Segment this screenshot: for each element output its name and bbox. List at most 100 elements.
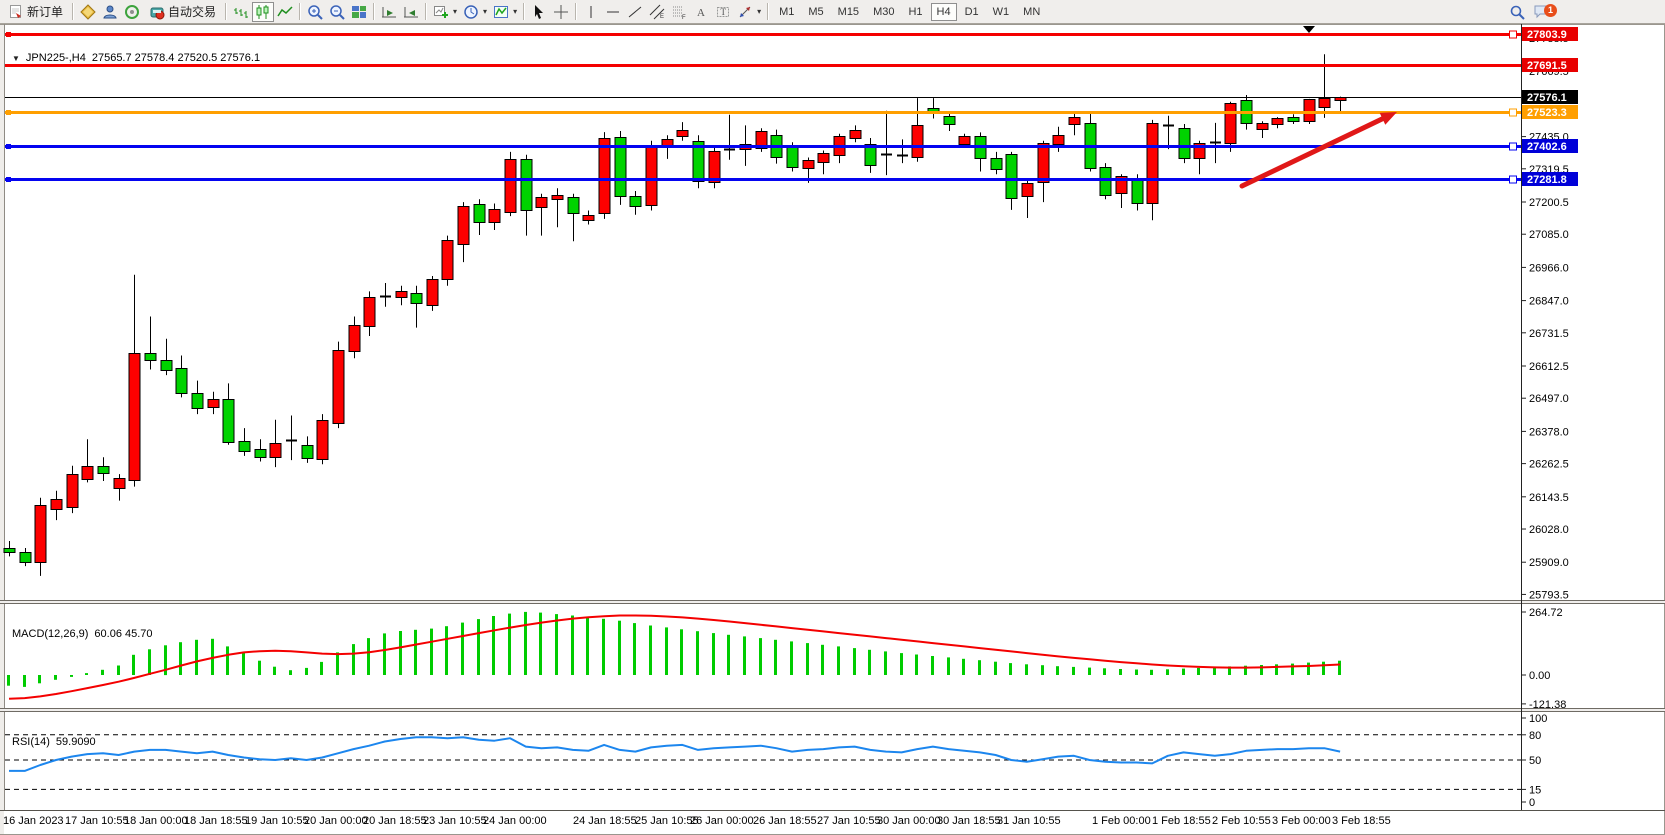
search-icon[interactable] [1509, 4, 1525, 20]
timeframe-h1[interactable]: H1 [902, 3, 928, 21]
zoom-out-button[interactable] [326, 2, 348, 22]
bar-chart-mode-button[interactable] [230, 2, 252, 22]
horizontal-line-tool[interactable] [602, 2, 624, 22]
equidistant-channel-tool[interactable]: E [646, 2, 668, 22]
rsi-name: RSI(14) [12, 736, 50, 748]
price-chart-canvas[interactable]: 27788.527669.527435.027319.527200.527085… [0, 24, 1665, 835]
candle-body [66, 474, 79, 508]
macd-bar [884, 651, 887, 675]
market-watch-button[interactable] [77, 2, 99, 22]
price-badge [1522, 105, 1578, 119]
dropdown-icon[interactable]: ▾ [453, 7, 458, 16]
line-handle-left[interactable] [6, 177, 11, 182]
macd-bar [539, 612, 542, 675]
one-click-trading-icon[interactable]: ▼ [12, 54, 20, 63]
auto-trading-label: 自动交易 [168, 5, 217, 19]
chart-shift-marker[interactable] [1303, 26, 1315, 33]
candle-body [191, 393, 204, 409]
auto-trading-button[interactable]: 自动交易 [143, 2, 222, 22]
macd-bar [1182, 668, 1185, 675]
timeframe-m30[interactable]: M30 [867, 3, 900, 21]
vertical-line-tool[interactable] [580, 2, 602, 22]
tile-windows-icon [352, 5, 367, 18]
signal-button[interactable] [121, 2, 143, 22]
macd-bar [649, 625, 652, 675]
new-chart-button[interactable]: ▾ [430, 2, 460, 22]
price-badge-label: 27523.3 [1527, 107, 1567, 119]
time-axis-label: 25 Jan 10:55 [635, 815, 699, 827]
dropdown-icon[interactable]: ▾ [513, 7, 518, 16]
macd-bar [759, 638, 762, 675]
macd-bar [618, 620, 621, 675]
candle-body [755, 131, 768, 149]
zoom-out-icon [330, 4, 345, 20]
trader-community-button[interactable] [99, 2, 121, 22]
separator [225, 3, 228, 20]
macd-bar [1166, 669, 1169, 675]
macd-bar [148, 649, 151, 675]
price-badge [1522, 58, 1578, 72]
chart-shift-button[interactable] [400, 2, 422, 22]
candle-body [269, 443, 282, 458]
macd-bar [665, 627, 668, 675]
timeframe-d1[interactable]: D1 [959, 3, 985, 21]
price-badge [1522, 172, 1578, 186]
time-axis-label: 19 Jan 10:55 [245, 815, 309, 827]
panel-splitter[interactable] [0, 600, 1665, 604]
new-order-button[interactable]: 新订单 [2, 2, 69, 22]
trendline-tool[interactable] [624, 2, 646, 22]
line-handle-left[interactable] [6, 144, 11, 149]
price-tick-label: 26612.5 [1529, 361, 1569, 373]
timeframe-m15[interactable]: M15 [832, 3, 865, 21]
candlestick-mode-button[interactable] [252, 1, 275, 22]
price-tick-label: 27200.5 [1529, 197, 1569, 209]
macd-bar [211, 638, 214, 675]
text-label-tool[interactable]: T [712, 2, 734, 22]
dropdown-icon[interactable]: ▾ [757, 7, 762, 16]
crosshair-button[interactable] [550, 2, 572, 22]
macd-bar [70, 675, 73, 677]
line-handle-right[interactable] [1509, 30, 1517, 39]
zoom-in-button[interactable] [304, 2, 326, 22]
vertical-line-icon [590, 5, 592, 18]
macd-bar [508, 613, 511, 675]
line-chart-mode-button[interactable] [274, 2, 296, 22]
macd-bar [696, 631, 699, 675]
trend-arrow-annotation[interactable] [1239, 116, 1385, 189]
cursor-button[interactable] [528, 2, 550, 22]
rsi-indicator-label: RSI(14) 59.9090 [12, 736, 102, 748]
notifications-button[interactable]: 1 [1533, 3, 1557, 21]
candle-body [614, 137, 627, 197]
tile-windows-button[interactable] [348, 2, 370, 22]
line-handle-left[interactable] [6, 32, 11, 37]
fibonacci-tool[interactable]: F [668, 2, 690, 22]
periods-button[interactable]: ▾ [460, 2, 490, 22]
ohlc-values: 27565.7 27578.4 27520.5 27576.1 [91, 52, 261, 64]
indicators-button[interactable]: ▾ [490, 2, 520, 22]
macd-bar [555, 614, 558, 675]
arrows-tool[interactable]: ▾ [734, 2, 764, 22]
timeframe-h4[interactable]: H4 [930, 2, 957, 21]
separator [523, 3, 526, 20]
line-handle-right[interactable] [1509, 108, 1517, 117]
candle-body [1303, 99, 1316, 122]
line-handle-right[interactable] [1509, 142, 1517, 151]
candle-body [332, 350, 345, 424]
timeframe-mn[interactable]: MN [1017, 3, 1046, 21]
panel-splitter[interactable] [0, 708, 1665, 712]
auto-scroll-button[interactable] [378, 2, 400, 22]
timeframe-m1[interactable]: M1 [773, 3, 800, 21]
timeframe-m5[interactable]: M5 [802, 3, 829, 21]
text-tool[interactable]: A [690, 2, 712, 22]
line-handle-right[interactable] [1509, 175, 1517, 184]
line-handle-left[interactable] [6, 110, 11, 115]
rsi-tick-label: 80 [1529, 730, 1541, 742]
macd-bar [352, 644, 355, 675]
dropdown-icon[interactable]: ▾ [483, 7, 488, 16]
timeframe-w1[interactable]: W1 [987, 3, 1016, 21]
macd-bar [962, 658, 965, 675]
candle-body [348, 325, 361, 352]
notification-badge[interactable]: 1 [1544, 3, 1557, 17]
time-axis-label: 2 Feb 10:55 [1212, 815, 1271, 827]
macd-bar [868, 649, 871, 675]
